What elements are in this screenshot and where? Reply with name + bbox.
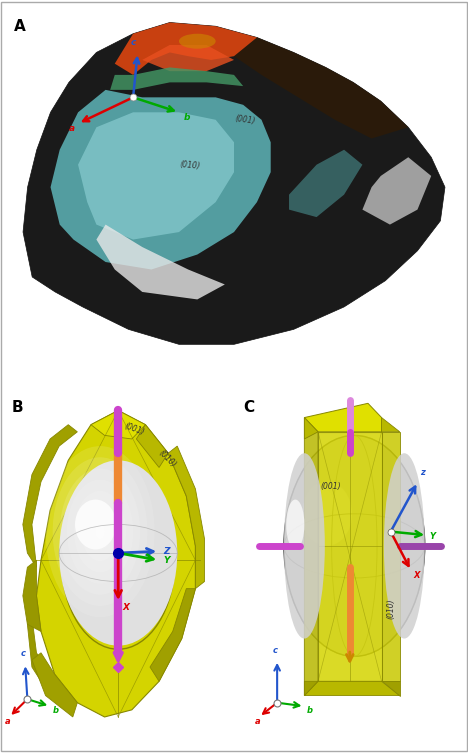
Ellipse shape xyxy=(384,453,425,639)
Polygon shape xyxy=(304,418,318,696)
Ellipse shape xyxy=(284,435,425,657)
Text: (010): (010) xyxy=(179,160,200,170)
Text: b: b xyxy=(307,706,313,715)
Text: a: a xyxy=(255,717,260,726)
Ellipse shape xyxy=(284,453,325,639)
Polygon shape xyxy=(136,425,168,468)
Text: c: c xyxy=(20,649,25,658)
Polygon shape xyxy=(150,589,196,681)
Ellipse shape xyxy=(95,525,104,538)
Polygon shape xyxy=(289,150,362,217)
Polygon shape xyxy=(23,425,77,567)
Polygon shape xyxy=(32,653,77,717)
Polygon shape xyxy=(234,38,408,139)
Ellipse shape xyxy=(67,480,133,584)
Polygon shape xyxy=(304,418,318,439)
Text: Y: Y xyxy=(429,532,435,541)
Ellipse shape xyxy=(74,491,126,572)
Polygon shape xyxy=(23,23,445,344)
Ellipse shape xyxy=(60,468,140,595)
Text: B: B xyxy=(12,400,23,415)
Ellipse shape xyxy=(311,489,334,517)
Text: Y: Y xyxy=(164,556,170,565)
Text: z: z xyxy=(420,468,425,477)
Text: b: b xyxy=(183,113,190,122)
Ellipse shape xyxy=(286,499,304,550)
Ellipse shape xyxy=(179,34,216,49)
Text: b: b xyxy=(52,706,58,715)
Ellipse shape xyxy=(45,446,154,617)
Polygon shape xyxy=(304,681,400,696)
Polygon shape xyxy=(381,418,400,431)
Text: (010): (010) xyxy=(386,599,395,619)
Polygon shape xyxy=(304,681,318,696)
Polygon shape xyxy=(168,446,205,589)
Text: X: X xyxy=(123,603,130,612)
Text: (010): (010) xyxy=(157,449,178,469)
Polygon shape xyxy=(51,90,271,270)
Polygon shape xyxy=(318,431,381,681)
Polygon shape xyxy=(142,45,234,71)
Polygon shape xyxy=(362,157,431,224)
Ellipse shape xyxy=(81,502,119,561)
Text: (001): (001) xyxy=(320,482,341,491)
Ellipse shape xyxy=(59,460,177,645)
Polygon shape xyxy=(78,112,234,239)
Text: c: c xyxy=(131,38,136,47)
Text: C: C xyxy=(243,400,254,415)
Polygon shape xyxy=(381,681,400,696)
Ellipse shape xyxy=(302,482,352,546)
Text: X: X xyxy=(413,571,420,580)
Ellipse shape xyxy=(53,457,147,606)
Text: a: a xyxy=(69,124,75,133)
Polygon shape xyxy=(110,68,243,90)
Text: (001): (001) xyxy=(123,422,145,437)
Ellipse shape xyxy=(88,514,112,550)
Text: c: c xyxy=(272,646,278,655)
Text: Z: Z xyxy=(164,547,170,556)
Polygon shape xyxy=(23,560,41,632)
Polygon shape xyxy=(96,224,225,300)
Polygon shape xyxy=(28,617,77,710)
Polygon shape xyxy=(304,404,381,431)
Ellipse shape xyxy=(75,499,116,550)
Text: a: a xyxy=(5,717,10,726)
Polygon shape xyxy=(381,431,400,681)
Polygon shape xyxy=(91,410,146,439)
Text: A: A xyxy=(14,19,26,34)
Text: (001): (001) xyxy=(234,114,256,126)
Polygon shape xyxy=(115,23,257,75)
Polygon shape xyxy=(37,410,196,717)
